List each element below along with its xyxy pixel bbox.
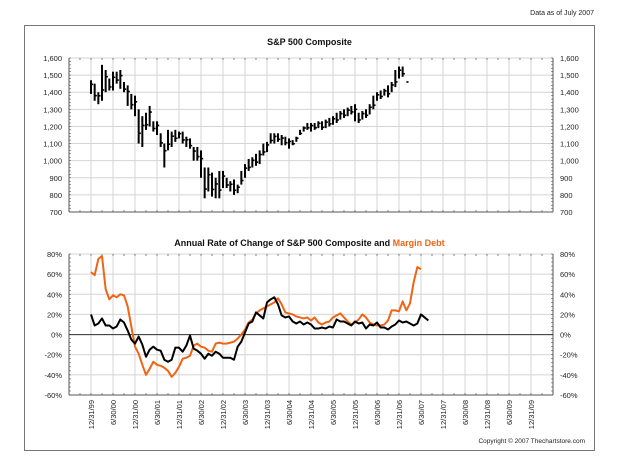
- x-tick-label: 6/30/01: [153, 400, 162, 425]
- x-tick-label: 12/31/04: [307, 400, 316, 429]
- sp500-ytick-label-right: 1,300: [560, 105, 579, 114]
- x-tick-label: 12/31/05: [351, 400, 360, 429]
- roc-ytick-label-left: 40%: [47, 290, 62, 299]
- roc-ytick-label-right: -20%: [560, 351, 578, 360]
- x-tick-label: 6/30/06: [373, 400, 382, 425]
- sp500-chart-title: S&P 500 Composite: [267, 37, 352, 47]
- x-tick-label: 12/31/03: [263, 400, 272, 429]
- x-tick-label: 12/31/07: [439, 400, 448, 429]
- sp500-ytick-label-left: 1,400: [43, 88, 62, 97]
- sp500-ytick-label-left: 700: [49, 208, 62, 217]
- roc-ytick-label-left: 20%: [47, 310, 62, 319]
- x-tick-label: 6/30/09: [505, 400, 514, 425]
- sp500-ytick-label-right: 700: [560, 208, 573, 217]
- roc-ytick-label-right: 0%: [560, 331, 571, 340]
- x-tick-label: 12/31/01: [175, 400, 184, 429]
- x-tick-label: 12/31/09: [527, 400, 536, 429]
- roc-ytick-label-right: -40%: [560, 371, 578, 380]
- roc-ytick-label-left: 60%: [47, 270, 62, 279]
- x-tick-label: 6/30/08: [461, 400, 470, 425]
- sp500-ytick-label-right: 1,500: [560, 71, 579, 80]
- roc-ytick-label-right: 20%: [560, 310, 575, 319]
- x-tick-label: 6/30/02: [197, 400, 206, 425]
- title-prefix: Annual Rate of Change of S&P 500 Composi…: [174, 238, 393, 248]
- roc-ytick-label-left: -20%: [44, 351, 62, 360]
- sp500-ytick-label-right: 900: [560, 174, 573, 183]
- sp500-ytick-label-right: 800: [560, 191, 573, 200]
- x-tick-label: 12/31/00: [131, 400, 140, 429]
- roc-ytick-label-right: 80%: [560, 250, 575, 259]
- x-tick-label: 6/30/03: [241, 400, 250, 425]
- roc-ytick-label-right: 60%: [560, 270, 575, 279]
- sp500-ytick-label-left: 800: [49, 191, 62, 200]
- rate-of-change-chart-title: Annual Rate of Change of S&P 500 Composi…: [24, 238, 595, 248]
- x-tick-label: 12/31/99: [87, 400, 96, 429]
- sp500-ytick-label-left: 1,500: [43, 71, 62, 80]
- sp500-ytick-label-right: 1,100: [560, 140, 579, 149]
- x-tick-label: 6/30/00: [109, 400, 118, 425]
- sp500-ytick-label-left: 1,000: [43, 157, 62, 166]
- sp500-ytick-label-left: 1,600: [43, 54, 62, 63]
- x-tick-label: 12/31/08: [483, 400, 492, 429]
- roc-ytick-label-right: 40%: [560, 290, 575, 299]
- copyright-note: Copyright © 2007 Thechartstore.com: [478, 438, 585, 445]
- x-tick-label: 12/31/06: [395, 400, 404, 429]
- sp500-ytick-label-right: 1,200: [560, 122, 579, 131]
- roc-ytick-label-left: -40%: [44, 371, 62, 380]
- title-highlight-margin-debt: Margin Debt: [392, 238, 445, 248]
- sp500-roc-line: [90, 296, 429, 363]
- sp500-ytick-label-left: 1,300: [43, 105, 62, 114]
- x-tick-label: 12/31/02: [219, 400, 228, 429]
- sp500-ytick-label-left: 900: [49, 174, 62, 183]
- chart-frame: [24, 25, 595, 451]
- x-tick-label: 6/30/04: [285, 400, 294, 425]
- roc-ytick-label-right: -60%: [560, 391, 578, 400]
- sp500-ytick-label-right: 1,000: [560, 157, 579, 166]
- roc-ytick-label-left: 0%: [51, 331, 62, 340]
- sp500-ytick-label-right: 1,400: [560, 88, 579, 97]
- roc-ytick-label-left: 80%: [47, 250, 62, 259]
- x-tick-label: 6/30/05: [329, 400, 338, 425]
- x-tick-label: 6/30/07: [417, 400, 426, 425]
- data-as-of-note: Data as of July 2007: [530, 10, 594, 17]
- sp500-ytick-label-left: 1,200: [43, 122, 62, 131]
- sp500-ytick-label-left: 1,100: [43, 140, 62, 149]
- sp500-ytick-label-right: 1,600: [560, 54, 579, 63]
- roc-ytick-label-left: -60%: [44, 391, 62, 400]
